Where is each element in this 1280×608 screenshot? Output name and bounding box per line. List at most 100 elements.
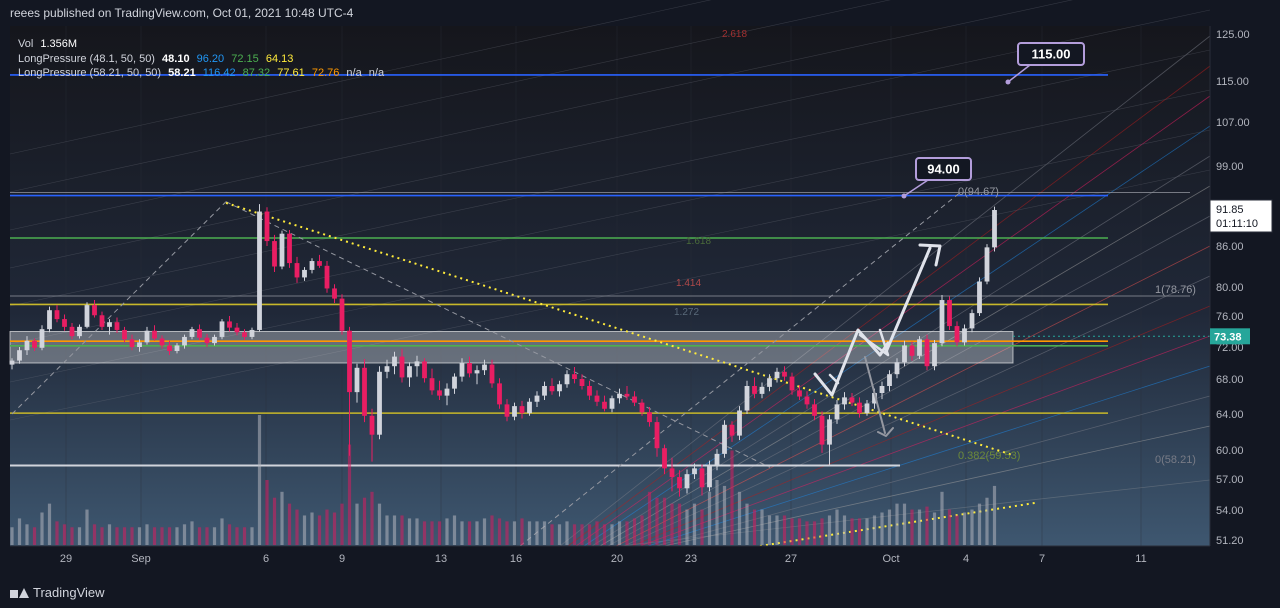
volume-bar — [167, 527, 172, 545]
candle-body — [677, 477, 682, 489]
fan-line — [607, 215, 1211, 547]
candle-body — [257, 211, 262, 330]
y-tick-label: 107.00 — [1216, 117, 1250, 129]
candle-body — [17, 350, 22, 361]
volume-bar — [632, 518, 637, 545]
candle-body — [647, 412, 652, 423]
candle-body — [467, 363, 472, 374]
volume-bar — [842, 515, 847, 545]
candle-body — [414, 361, 420, 367]
dashed-swing-line — [225, 201, 771, 468]
volume-bar — [685, 509, 689, 545]
volume-bar — [550, 524, 554, 545]
volume-bar — [970, 509, 974, 545]
target-callout-94-anchor — [901, 193, 907, 199]
x-tick-label: 7 — [1039, 553, 1045, 565]
indicator-2-value-7: n/a — [368, 67, 385, 79]
candle-body — [399, 356, 405, 378]
volume-bar — [122, 527, 127, 545]
candle-body — [557, 384, 562, 392]
candle-body — [992, 210, 997, 248]
candle-body — [894, 362, 900, 375]
volume-bar — [820, 518, 824, 545]
y-tick-label: 64.00 — [1216, 409, 1244, 421]
volume-bar — [362, 497, 367, 545]
trend-channel-line — [9, 129, 1211, 383]
trend-channel-line — [9, 0, 1073, 231]
candle-body — [317, 261, 322, 266]
candle-body — [227, 321, 232, 328]
volume-bar — [475, 521, 479, 545]
candle-body — [969, 313, 975, 329]
candle-body — [834, 404, 840, 420]
volume-bar — [887, 509, 892, 545]
target-callout-115-anchor — [1005, 79, 1011, 85]
x-tick-label: 27 — [785, 553, 797, 565]
candle-body — [234, 327, 240, 333]
candle-body — [444, 388, 450, 396]
volume-bar — [692, 503, 697, 545]
volume-bar — [752, 509, 757, 545]
fib-label-382: 0.382(59.53) — [958, 450, 1020, 462]
current-price-tag — [1209, 199, 1273, 233]
volume-bar — [527, 521, 532, 545]
y-tick-label: 68.00 — [1216, 374, 1244, 386]
candle-body — [534, 395, 540, 402]
candle-body — [587, 386, 592, 396]
volume-bar — [265, 480, 269, 545]
volume-bar — [940, 491, 944, 545]
volume-bar — [520, 518, 524, 545]
candle-body — [107, 322, 112, 327]
indicator-row-2[interactable]: LongPressure (58.21, 50, 50) 58.21 116.4… — [18, 66, 384, 81]
candle-body — [362, 367, 367, 416]
candle-body — [654, 422, 660, 449]
volume-bar — [137, 527, 142, 545]
candle-body — [497, 383, 502, 405]
candle-body — [24, 340, 30, 351]
candle-body — [594, 395, 600, 402]
volume-bar — [947, 509, 952, 545]
x-tick-label: 16 — [510, 553, 522, 565]
fib-label-1618: 1.618 — [686, 236, 711, 247]
volume-row: Vol 1.356M — [18, 37, 384, 52]
volume-bar — [580, 524, 584, 545]
indicator-1-value-2: 96.20 — [196, 52, 225, 65]
candle-body — [69, 326, 75, 337]
volume-bar — [707, 491, 712, 545]
volume-bar — [250, 527, 254, 545]
x-tick-label: Oct — [882, 553, 899, 565]
volume-bar — [25, 524, 29, 545]
volume-bar — [812, 521, 817, 545]
tradingview-brand: TradingView — [10, 585, 105, 600]
volume-bar — [827, 515, 832, 545]
countdown-label: 01:11:10 — [1216, 218, 1258, 230]
volume-bar — [467, 521, 472, 545]
candle-body — [39, 329, 45, 348]
fib-fan-lines — [9, 0, 1211, 547]
projection-arrow-mid — [858, 328, 890, 357]
green-price-label: 73.38 — [1214, 331, 1242, 343]
volume-bar — [490, 515, 494, 545]
volume-bar — [17, 518, 22, 545]
x-tick-label: 9 — [339, 553, 345, 565]
candle-body — [137, 342, 142, 347]
indicator-2-value-4: 77.61 — [277, 67, 305, 79]
fan-line — [591, 155, 1211, 547]
candle-body — [272, 241, 277, 267]
volume-bar — [392, 515, 397, 545]
y-tick-label: 54.00 — [1216, 505, 1244, 517]
volume-bar — [437, 521, 442, 545]
current-price-label: 91.85 — [1216, 204, 1244, 216]
indicator-row-1[interactable]: LongPressure (48.1, 50, 50) 48.10 96.20 … — [18, 52, 384, 67]
volume-bar — [160, 527, 164, 545]
volume-bar — [962, 512, 967, 545]
candle-body — [669, 468, 675, 478]
candle-body — [384, 366, 390, 372]
candle-body — [737, 410, 742, 436]
volume-bar — [902, 503, 907, 545]
volume-bar — [92, 524, 97, 545]
candle-body — [489, 364, 495, 384]
volume-bar — [700, 509, 704, 545]
trend-channel-line — [9, 49, 1211, 307]
